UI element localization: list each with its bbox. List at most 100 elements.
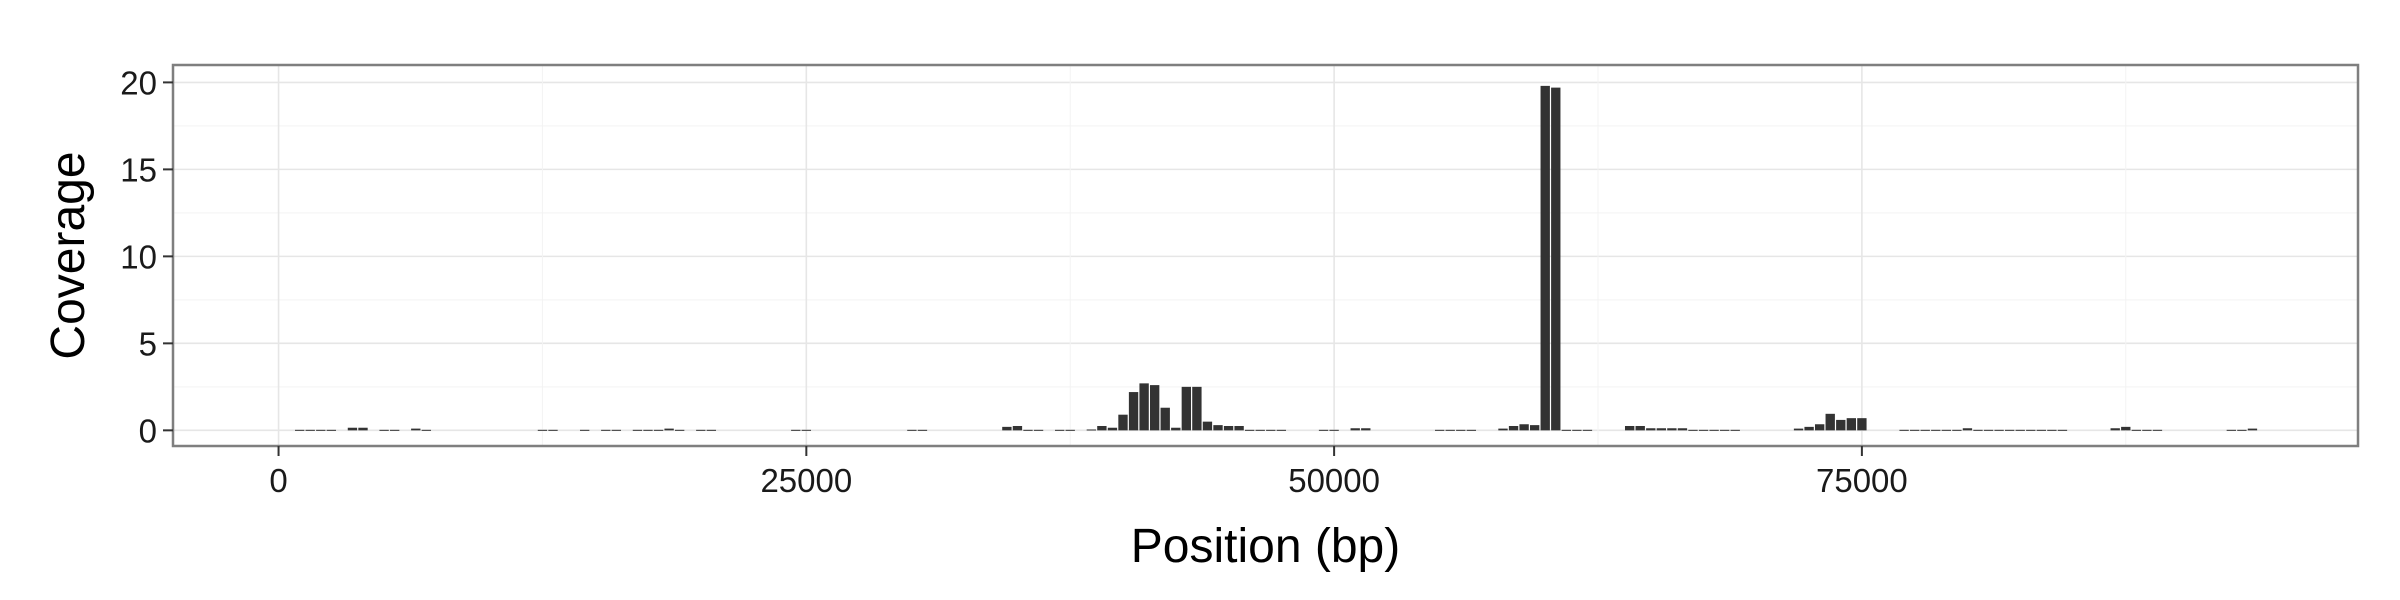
x-tick-label: 50000 (1288, 462, 1380, 499)
coverage-bar (601, 429, 611, 431)
coverage-bar (1952, 429, 1962, 431)
coverage-bar (537, 429, 548, 431)
coverage-bar (2152, 429, 2163, 431)
y-tick-label: 5 (139, 325, 157, 362)
coverage-bar (1836, 419, 1846, 431)
coverage-bar (2121, 426, 2131, 431)
plot-panel-border (171, 63, 2360, 448)
y-tick-label: 0 (139, 412, 157, 449)
coverage-bar (1329, 429, 1339, 431)
coverage-bar (1223, 425, 1234, 431)
coverage-bar (1160, 407, 1170, 431)
y-axis-title: Coverage (42, 151, 95, 359)
coverage-bar (1719, 429, 1730, 431)
coverage-bar (1561, 429, 1572, 431)
coverage-bar (2110, 428, 2120, 431)
coverage-bar (1624, 425, 1635, 431)
y-tick-label: 10 (120, 238, 157, 275)
coverage-bar (2247, 428, 2258, 431)
x-tick-label: 25000 (760, 462, 852, 499)
coverage-bar (1825, 413, 1835, 431)
coverage-bar (1677, 428, 1688, 431)
coverage-bar (326, 429, 337, 431)
coverage-bar (791, 429, 801, 431)
coverage-bar (294, 429, 305, 431)
coverage-bar (1350, 428, 1360, 431)
coverage-bar (1097, 425, 1107, 431)
coverage-bar (1698, 429, 1709, 431)
coverage-bar (632, 429, 643, 431)
coverage-bar (1857, 418, 1867, 431)
coverage-bar (1086, 429, 1097, 431)
coverage-bar (1266, 429, 1276, 431)
coverage-bar (2015, 429, 2025, 431)
coverage-bar (1962, 428, 1973, 431)
coverage-bar (696, 429, 706, 431)
coverage-bar (1909, 429, 1920, 431)
coverage-bar (2004, 429, 2015, 431)
coverage-bar (1656, 428, 1667, 431)
coverage-bar (347, 427, 358, 431)
coverage-bar (579, 429, 590, 431)
coverage-bar (664, 428, 674, 431)
coverage-bar (379, 429, 389, 431)
coverage-bar (1572, 429, 1582, 431)
coverage-bar (1941, 429, 1952, 431)
coverage-bar (643, 429, 653, 431)
coverage-bar (1033, 429, 1044, 431)
coverage-bar (411, 428, 421, 431)
coverage-bar (1276, 429, 1287, 431)
coverage-bar (1107, 427, 1118, 431)
coverage-bar (674, 429, 685, 431)
coverage-bar (1709, 429, 1719, 431)
coverage-bar (1118, 414, 1128, 431)
coverage-bar (1540, 85, 1550, 431)
coverage-bar (1551, 87, 1561, 431)
coverage-bar (1498, 428, 1508, 431)
coverage-bar (1793, 428, 1804, 431)
coverage-bar (421, 429, 432, 431)
coverage-bar (1456, 429, 1466, 431)
coverage-bar (1213, 425, 1223, 431)
coverage-bar (653, 429, 664, 431)
grid-lines (173, 65, 2358, 446)
coverage-bar (316, 429, 326, 431)
y-tick-label: 20 (120, 64, 157, 101)
coverage-bar (1244, 429, 1255, 431)
coverage-bar (1445, 429, 1455, 431)
coverage-bars (294, 85, 2258, 431)
coverage-bar (1434, 429, 1445, 431)
y-tick-label: 15 (120, 151, 157, 188)
coverage-bar (2142, 429, 2152, 431)
coverage-bar (1920, 429, 1930, 431)
coverage-bar (1466, 429, 1477, 431)
coverage-bar (1667, 428, 1677, 431)
coverage-bar (1635, 425, 1645, 431)
coverage-bar (389, 429, 400, 431)
coverage-bar (907, 429, 917, 431)
coverage-bar (2226, 429, 2237, 431)
coverage-bar (1149, 385, 1160, 431)
coverage-bar (917, 429, 928, 431)
coverage-bar (2047, 429, 2057, 431)
coverage-bar (1814, 424, 1825, 431)
coverage-bar (1994, 429, 2004, 431)
coverage-bar (2026, 429, 2036, 431)
coverage-bar (706, 429, 717, 431)
coverage-bar (2131, 429, 2142, 431)
coverage-bar (1171, 427, 1181, 431)
coverage-bar (1002, 426, 1012, 431)
coverage-bar (1646, 428, 1656, 431)
coverage-bar (1846, 418, 1857, 431)
coverage-bar (1899, 429, 1909, 431)
coverage-bar (611, 429, 622, 431)
y-axis-ticks: 0 5 10 15 20 (120, 64, 173, 449)
coverage-bar (1529, 425, 1540, 431)
coverage-bar (1255, 429, 1265, 431)
coverage-bar (1931, 429, 1941, 431)
coverage-bar (1054, 429, 1065, 431)
coverage-bar (1361, 428, 1371, 431)
coverage-bar (801, 429, 812, 431)
coverage-bar (1128, 392, 1139, 431)
